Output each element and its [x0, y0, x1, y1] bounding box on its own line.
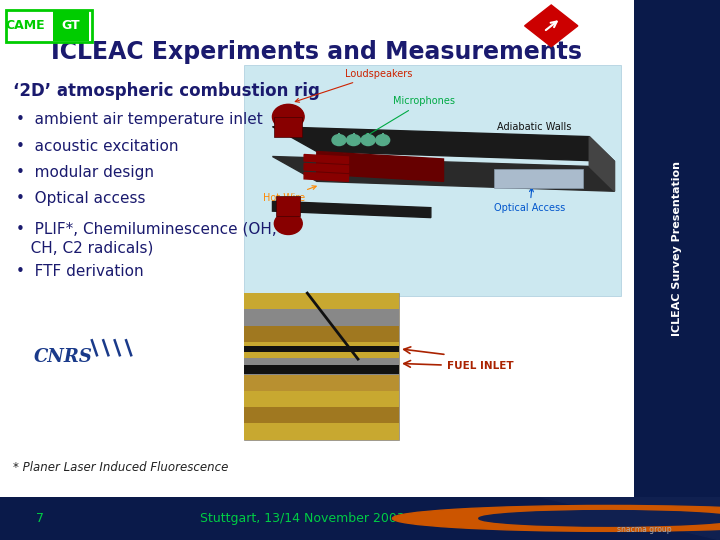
Text: GT: GT	[62, 19, 80, 32]
Text: Turbomeca: Turbomeca	[610, 510, 679, 520]
Text: •  Optical access: • Optical access	[16, 191, 145, 206]
FancyBboxPatch shape	[244, 358, 399, 375]
FancyBboxPatch shape	[0, 497, 720, 540]
FancyBboxPatch shape	[494, 169, 583, 188]
FancyBboxPatch shape	[244, 65, 621, 295]
FancyBboxPatch shape	[53, 11, 89, 40]
Text: ICLEAC Survey Presentation: ICLEAC Survey Presentation	[672, 161, 682, 336]
Circle shape	[361, 134, 375, 146]
Circle shape	[479, 511, 720, 526]
Text: 7: 7	[36, 512, 44, 525]
Polygon shape	[304, 164, 348, 172]
Text: * Planer Laser Induced Fluorescence: * Planer Laser Induced Fluorescence	[13, 461, 228, 474]
FancyBboxPatch shape	[244, 326, 399, 342]
FancyBboxPatch shape	[244, 365, 399, 374]
Text: Optical Access: Optical Access	[494, 188, 565, 213]
Polygon shape	[589, 137, 615, 191]
FancyBboxPatch shape	[244, 407, 399, 423]
Circle shape	[392, 505, 720, 531]
Polygon shape	[304, 172, 348, 181]
Polygon shape	[304, 154, 348, 164]
FancyBboxPatch shape	[244, 391, 399, 407]
FancyBboxPatch shape	[6, 10, 92, 42]
FancyBboxPatch shape	[244, 293, 399, 309]
Text: Stuttgart, 13/14 November 2003: Stuttgart, 13/14 November 2003	[200, 512, 405, 525]
FancyBboxPatch shape	[276, 196, 300, 216]
Text: FUEL INLET: FUEL INLET	[404, 361, 513, 372]
Text: snacma group: snacma group	[617, 525, 672, 534]
Polygon shape	[272, 127, 615, 161]
Text: Loudspeakers: Loudspeakers	[295, 69, 413, 102]
FancyBboxPatch shape	[244, 342, 399, 358]
Circle shape	[346, 134, 361, 146]
Circle shape	[272, 104, 304, 129]
Text: •  acoustic excitation: • acoustic excitation	[16, 139, 179, 154]
Text: CNRS: CNRS	[34, 348, 93, 366]
FancyBboxPatch shape	[244, 293, 399, 440]
Text: CAME: CAME	[6, 19, 45, 32]
Text: Adiabatic Walls: Adiabatic Walls	[498, 122, 572, 132]
Text: •  ambient air temperature inlet: • ambient air temperature inlet	[16, 112, 263, 127]
FancyBboxPatch shape	[244, 375, 399, 391]
Circle shape	[332, 134, 346, 146]
Polygon shape	[317, 152, 444, 181]
Text: Microphones: Microphones	[364, 96, 455, 137]
Text: ‘2D’ atmospheric combustion rig: ‘2D’ atmospheric combustion rig	[13, 82, 320, 100]
FancyBboxPatch shape	[634, 0, 720, 497]
FancyBboxPatch shape	[244, 423, 399, 440]
Polygon shape	[525, 5, 578, 46]
Polygon shape	[194, 460, 720, 540]
Polygon shape	[272, 201, 431, 218]
Polygon shape	[272, 157, 615, 191]
Circle shape	[274, 213, 302, 234]
FancyBboxPatch shape	[274, 117, 302, 137]
Text: •  PLIF*, Chemiluminescence (OH,
   CH, C2 radicals): • PLIF*, Chemiluminescence (OH, CH, C2 r…	[16, 221, 276, 256]
Text: Hot Wire: Hot Wire	[263, 186, 316, 203]
Text: •  FTF derivation: • FTF derivation	[16, 264, 143, 279]
Text: ICLEAC Experiments and Measurements: ICLEAC Experiments and Measurements	[51, 40, 582, 64]
Circle shape	[376, 134, 390, 146]
Text: •  modular design: • modular design	[16, 165, 154, 180]
FancyBboxPatch shape	[244, 346, 399, 352]
FancyBboxPatch shape	[244, 309, 399, 326]
